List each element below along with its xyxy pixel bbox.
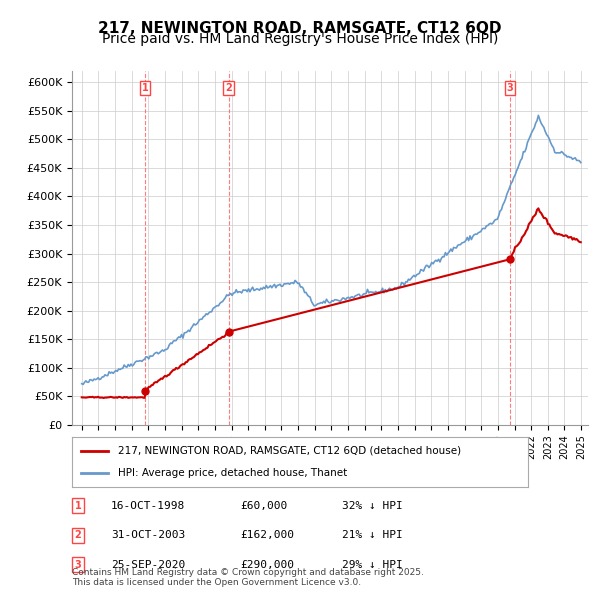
Text: 16-OCT-1998: 16-OCT-1998 (111, 501, 185, 510)
Text: 3: 3 (74, 560, 82, 569)
Text: 2: 2 (226, 83, 232, 93)
Text: 217, NEWINGTON ROAD, RAMSGATE, CT12 6QD: 217, NEWINGTON ROAD, RAMSGATE, CT12 6QD (98, 21, 502, 35)
Text: Price paid vs. HM Land Registry's House Price Index (HPI): Price paid vs. HM Land Registry's House … (102, 32, 498, 47)
Text: 3: 3 (506, 83, 514, 93)
Text: £162,000: £162,000 (240, 530, 294, 540)
Text: HPI: Average price, detached house, Thanet: HPI: Average price, detached house, Than… (118, 468, 347, 478)
Text: 2: 2 (74, 530, 82, 540)
Text: £290,000: £290,000 (240, 560, 294, 569)
Text: 217, NEWINGTON ROAD, RAMSGATE, CT12 6QD (detached house): 217, NEWINGTON ROAD, RAMSGATE, CT12 6QD … (118, 445, 461, 455)
Text: Contains HM Land Registry data © Crown copyright and database right 2025.
This d: Contains HM Land Registry data © Crown c… (72, 568, 424, 587)
Text: 1: 1 (142, 83, 148, 93)
Text: 21% ↓ HPI: 21% ↓ HPI (342, 530, 403, 540)
Text: £60,000: £60,000 (240, 501, 287, 510)
Text: 29% ↓ HPI: 29% ↓ HPI (342, 560, 403, 569)
Text: 1: 1 (74, 501, 82, 510)
Text: 32% ↓ HPI: 32% ↓ HPI (342, 501, 403, 510)
Text: 31-OCT-2003: 31-OCT-2003 (111, 530, 185, 540)
Text: 25-SEP-2020: 25-SEP-2020 (111, 560, 185, 569)
